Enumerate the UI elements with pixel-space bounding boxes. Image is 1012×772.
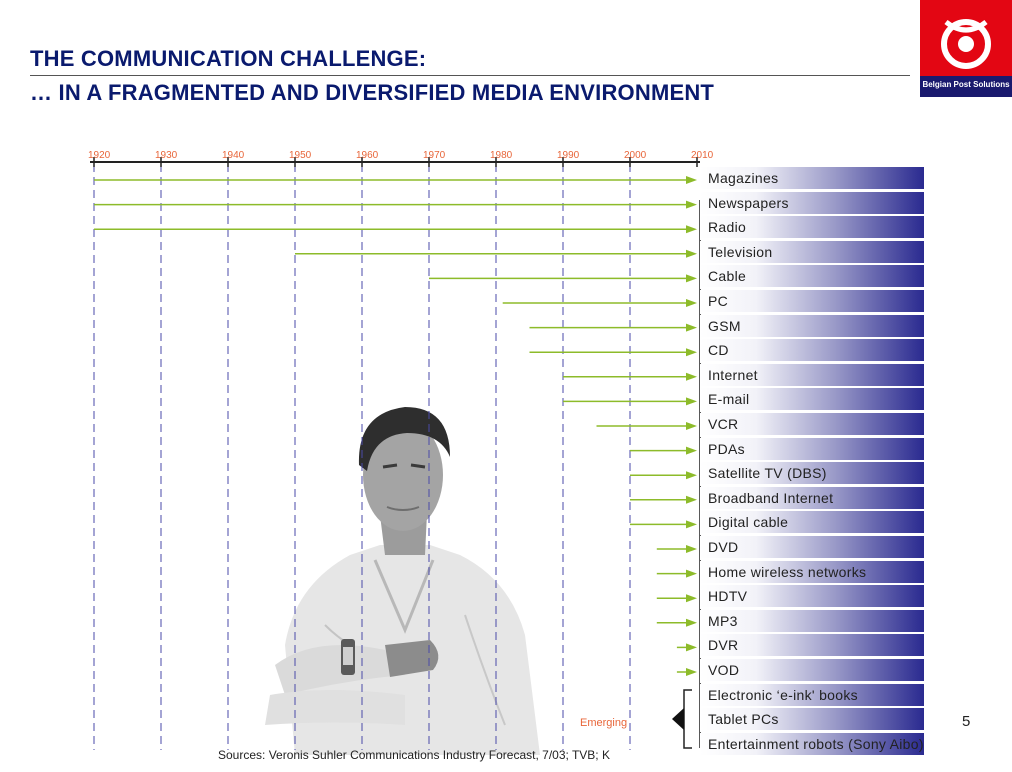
media-label: PDAs: [708, 440, 745, 457]
media-bar: [700, 536, 924, 560]
media-bar: [700, 413, 924, 437]
media-bar: [700, 314, 924, 339]
media-arrow: [596, 422, 697, 430]
man-checking-watch-photo: [265, 407, 540, 755]
year-label-1960: 1960: [356, 150, 379, 161]
year-label-1990: 1990: [557, 150, 580, 161]
media-bar: [700, 437, 924, 462]
media-arrow: [529, 323, 697, 332]
title-rule: [30, 75, 910, 76]
year-guide-lines: [93, 164, 631, 750]
logo-text: Belgian Post Solutions: [922, 80, 1010, 89]
media-arrow: [295, 249, 697, 258]
media-label: DVD: [708, 539, 739, 555]
media-label: Newspapers: [708, 194, 789, 211]
year-label-2000: 2000: [624, 150, 647, 161]
media-label: GSM: [708, 317, 741, 334]
year-label-1940: 1940: [222, 150, 245, 161]
year-label-1980: 1980: [490, 150, 513, 161]
media-arrow: [630, 495, 697, 504]
year-label-2010: 2010: [691, 150, 714, 161]
media-label: Internet: [708, 366, 758, 383]
media-bar: [700, 511, 924, 536]
company-logo: Belgian Post Solutions: [920, 0, 1012, 97]
year-label-1950: 1950: [289, 150, 312, 161]
emerging-label: Emerging: [580, 717, 628, 729]
media-bar: [700, 216, 924, 241]
media-label: Television: [708, 243, 773, 260]
year-label-1970: 1970: [423, 150, 446, 161]
media-arrow: [529, 348, 697, 357]
page-number: 5: [962, 713, 971, 730]
logo-bar: [920, 76, 1012, 97]
media-bar: [700, 265, 924, 290]
sources-footnote: Sources: Veronis Suhler Communications I…: [218, 748, 610, 762]
emerging-bracket: [672, 689, 692, 749]
media-label: PC: [708, 293, 729, 309]
media-arrow: [656, 545, 697, 553]
media-bar: [700, 708, 924, 733]
emerging-pointer-icon: [672, 708, 684, 730]
media-arrow: [94, 200, 697, 209]
media-bar: [700, 585, 924, 610]
year-ticks: [93, 157, 698, 167]
media-label: VCR: [708, 416, 739, 432]
media-label: CD: [708, 342, 729, 359]
year-label-1920: 1920: [88, 150, 111, 161]
year-label-1930: 1930: [155, 150, 178, 161]
media-label: Electronic ‘e-ink' books: [708, 686, 858, 703]
media-label: HDTV: [708, 588, 748, 605]
media-arrow: [563, 397, 697, 406]
media-label: DVR: [708, 637, 739, 654]
media-label: Magazines: [708, 170, 779, 186]
media-bar: [700, 363, 924, 388]
media-bar: [700, 290, 924, 314]
slide-title-line1: THE COMMUNICATION CHALLENGE:: [30, 46, 427, 71]
media-label: Broadband Internet: [708, 489, 834, 506]
media-label: VOD: [708, 662, 740, 678]
media-arrow: [94, 225, 697, 234]
media-label: MP3: [708, 612, 738, 629]
media-bar: [700, 609, 924, 634]
media-arrow: [563, 372, 697, 381]
media-label: Satellite TV (DBS): [708, 465, 827, 482]
media-bar: [700, 683, 924, 708]
media-bar: [700, 240, 924, 265]
media-bar: [700, 486, 924, 511]
media-label: Entertainment robots (Sony Aibo): [708, 735, 924, 752]
slide-title-line2: … IN A FRAGMENTED AND DIVERSIFIED MEDIA …: [30, 80, 715, 105]
media-bar: [700, 659, 924, 683]
media-arrow: [429, 274, 697, 283]
media-label: Radio: [708, 219, 747, 236]
media-label: E-mail: [708, 391, 750, 408]
media-arrow: [656, 569, 697, 578]
media-arrow: [676, 643, 697, 652]
media-arrow: [656, 618, 697, 627]
media-arrow: [656, 594, 697, 603]
media-arrows: [94, 176, 697, 676]
media-arrow: [630, 446, 697, 455]
media-bar: [700, 732, 924, 757]
media-bar: [700, 339, 924, 364]
media-arrow: [630, 520, 697, 529]
media-arrow: [94, 176, 697, 184]
media-arrow: [502, 299, 697, 307]
media-label: Home wireless networks: [708, 563, 867, 580]
media-bar: [700, 388, 924, 413]
post-horn-icon: [941, 19, 991, 69]
media-arrow: [676, 668, 697, 676]
media-bar: [700, 167, 924, 191]
media-label: Cable: [708, 268, 747, 285]
media-bar: [700, 191, 924, 216]
media-bar: [700, 462, 924, 487]
media-bar: [700, 560, 924, 585]
media-label: Tablet PCs: [708, 711, 779, 728]
media-arrow: [630, 471, 697, 480]
media-bar: [700, 634, 924, 659]
media-label: Digital cable: [708, 514, 789, 531]
